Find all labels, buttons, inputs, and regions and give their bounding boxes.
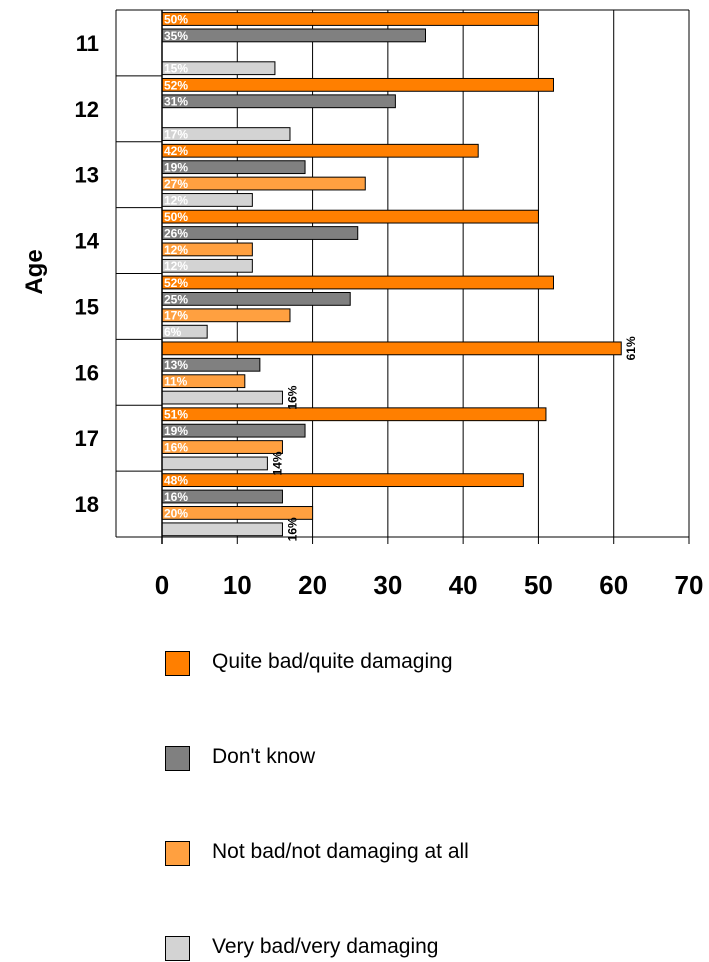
bar-quite-bad-quite-damaging (161, 12, 539, 26)
x-tick-label: 60 (599, 570, 628, 600)
data-label: 17% (164, 309, 188, 323)
data-label: 11% (164, 375, 188, 389)
legend-item-very-bad: Very bad/very damaging (165, 934, 615, 962)
legend-swatch-not-bad (165, 841, 190, 866)
data-label: 19% (164, 424, 188, 438)
bar-not-bad-not-damaging-at-all (161, 176, 366, 191)
data-label: 61% (624, 336, 638, 360)
legend-swatch-very-bad (165, 936, 190, 961)
bar-chart: Age 0 10 20 30 40 50 60 70 11 12 13 14 15 16 17 18 50% 5… (21, 9, 704, 600)
legend-label-not-bad: Not bad/not damaging at all (212, 840, 469, 863)
category-label: 16 (75, 360, 99, 385)
category-label: 18 (75, 492, 99, 517)
data-label: 52% (164, 276, 188, 290)
bar-quite-bad-quite-damaging (161, 473, 524, 488)
bar-don-t-know (161, 28, 426, 43)
x-tick-label: 0 (155, 570, 169, 600)
bar-quite-bad-quite-damaging (161, 77, 554, 92)
data-label: 20% (164, 506, 188, 520)
legend-item-dont-know: Don't know (165, 744, 615, 772)
legend-swatch-dont-know (165, 746, 190, 771)
bar-quite-bad-quite-damaging (161, 209, 539, 224)
x-tick-label: 70 (675, 570, 704, 600)
bar-very-bad-very-damaging (161, 522, 283, 537)
data-label: 13% (164, 358, 188, 372)
legend-swatch-quite-bad (165, 651, 190, 676)
data-label: 42% (164, 144, 188, 158)
data-label: 31% (164, 95, 188, 109)
y-axis-title: Age (21, 249, 48, 294)
category-label: 13 (75, 163, 99, 188)
legend-label-dont-know: Don't know (212, 745, 316, 768)
data-label: 48% (164, 474, 188, 488)
legend-item-not-bad: Not bad/not damaging at all (165, 839, 615, 867)
data-label: 12% (164, 193, 188, 207)
bar-quite-bad-quite-damaging (161, 341, 622, 356)
data-label: 35% (164, 29, 188, 43)
data-label: 19% (164, 161, 188, 175)
data-label: 50% (164, 12, 188, 26)
data-label: 16% (164, 490, 188, 504)
data-label: 16% (285, 517, 299, 541)
category-label: 11 (76, 31, 99, 56)
bar-don-t-know (161, 94, 396, 109)
data-label: 27% (164, 177, 188, 191)
category-label: 14 (75, 229, 100, 254)
data-label: 12% (164, 243, 188, 257)
data-label: 52% (164, 78, 188, 92)
category-label: 12 (75, 97, 99, 122)
bar-don-t-know (161, 226, 359, 240)
data-label: 15% (164, 62, 188, 76)
x-tick-label: 30 (373, 570, 402, 600)
category-label: 17 (75, 426, 99, 451)
x-tick-label: 50 (524, 570, 553, 600)
data-label: 50% (164, 210, 188, 224)
data-label: 16% (164, 440, 188, 454)
bar-don-t-know (161, 292, 351, 306)
data-label: 14% (270, 451, 284, 475)
x-tick-label: 20 (298, 570, 327, 600)
bar-very-bad-very-damaging (161, 456, 268, 471)
bar-quite-bad-quite-damaging (161, 407, 547, 422)
data-label: 25% (164, 292, 188, 306)
bar-quite-bad-quite-damaging (161, 275, 554, 290)
bar-very-bad-very-damaging (161, 390, 283, 405)
x-tick-label: 10 (223, 570, 252, 600)
data-label: 26% (164, 226, 188, 240)
category-label: 15 (75, 294, 99, 319)
data-label: 6% (164, 325, 182, 339)
legend-label-quite-bad: Quite bad/quite damaging (212, 650, 453, 673)
legend-label-very-bad: Very bad/very damaging (212, 935, 439, 958)
x-tick-label: 40 (449, 570, 478, 600)
data-label: 17% (164, 127, 188, 141)
data-label: 51% (164, 408, 188, 422)
bar-quite-bad-quite-damaging (161, 143, 479, 158)
data-label: 16% (285, 385, 299, 409)
legend-item-quite-bad: Quite bad/quite damaging (165, 649, 615, 677)
data-label: 12% (164, 259, 188, 273)
